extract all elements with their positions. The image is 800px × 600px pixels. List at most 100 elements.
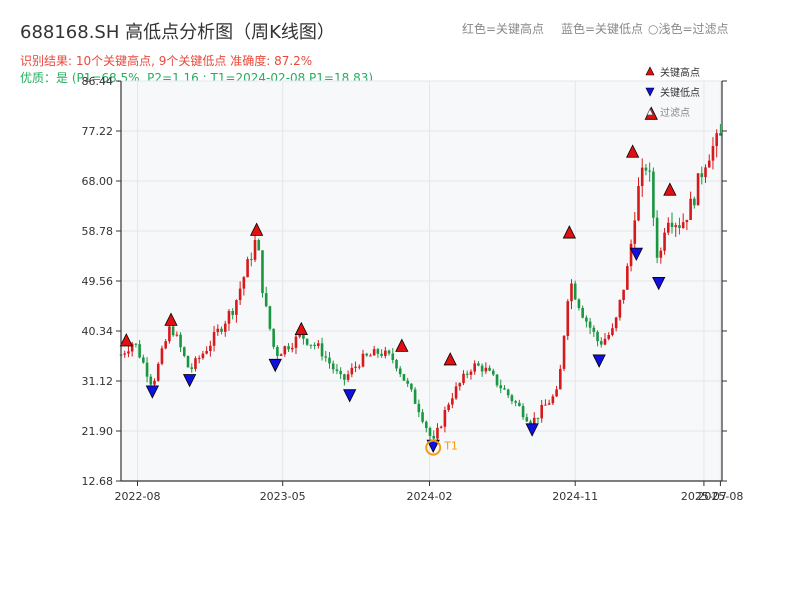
x-tick-label: 2024-11 [552, 490, 598, 503]
candle-body [276, 346, 279, 356]
candle-body [231, 310, 234, 315]
key-high-marker [663, 182, 677, 196]
candle-body [305, 338, 309, 345]
candle-body [384, 350, 387, 356]
candle-body [454, 386, 458, 399]
legend-filtered-label: 过滤点 [660, 106, 690, 119]
candle-body [212, 332, 216, 346]
candle-body [350, 367, 354, 375]
candle-body [618, 299, 622, 318]
key-high-marker [626, 144, 640, 158]
candle-body [257, 240, 261, 251]
candle-body [685, 219, 689, 223]
candle-body [346, 374, 350, 380]
candle-body [559, 368, 562, 390]
candle-body [294, 336, 298, 348]
candle-body [149, 376, 153, 385]
candle-body [652, 171, 655, 218]
candle-body [451, 398, 454, 405]
candle-body [566, 301, 570, 336]
candle-body [640, 167, 644, 186]
candle-body [223, 323, 227, 332]
y-tick-label: 31.12 [82, 375, 114, 388]
key-high-marker [562, 225, 577, 239]
candle-body [402, 374, 406, 381]
candle-body [492, 370, 495, 375]
candle-body [317, 343, 320, 346]
candle-body [644, 167, 648, 171]
candle-body [633, 220, 637, 244]
candle-body [261, 250, 264, 294]
candle-body [134, 343, 138, 345]
candle-body [242, 277, 246, 289]
candle-body [674, 225, 678, 228]
candle-body [182, 347, 186, 356]
candle-body [246, 259, 249, 278]
t1-ring [425, 439, 442, 456]
candle-body [272, 328, 275, 347]
candle-body [704, 167, 707, 178]
legend-high-label: 关键高点 [660, 66, 700, 79]
x-tick-label: 2025-07 [681, 490, 727, 503]
candle-body [670, 222, 674, 228]
candle-body [227, 310, 231, 324]
candle-body [357, 366, 361, 368]
candle-body [413, 389, 417, 404]
candle-body [268, 306, 272, 329]
candle-body [570, 283, 573, 302]
candle-body [510, 395, 514, 402]
y-tick-label: 68.00 [82, 175, 114, 188]
candle-body [681, 222, 685, 228]
candle-body [123, 353, 127, 355]
candle-body [160, 348, 164, 364]
candle-body [532, 417, 536, 425]
key-low-marker [629, 247, 644, 262]
candle-body [361, 353, 365, 367]
candle-body [324, 356, 328, 358]
candle-body [603, 338, 607, 345]
candle-body [596, 331, 599, 342]
candle-body [465, 373, 469, 375]
candle-body [622, 289, 625, 300]
candle-body [205, 351, 208, 354]
candle-body [506, 389, 510, 396]
y-tick-label: 77.22 [82, 125, 114, 138]
x-tick-label: 2023-05 [260, 490, 306, 503]
candle-body [145, 362, 149, 377]
candle-body [253, 240, 257, 260]
candle-body [369, 355, 372, 357]
candle-body [585, 317, 588, 322]
candle-body [436, 427, 439, 439]
candle-body [458, 383, 462, 387]
candle-body [480, 365, 484, 372]
legend-note-light-label: 浅色=过滤点 [658, 22, 729, 36]
candle-body [573, 283, 577, 300]
candle-body [637, 185, 640, 221]
y-tick-label: 49.56 [82, 275, 114, 288]
candle-body [290, 347, 294, 350]
y-tick-label: 58.78 [82, 225, 114, 238]
candles [119, 124, 722, 441]
result-line: 识别结果: 10个关键高点, 9个关键低点 准确度: 87.2% [20, 54, 313, 68]
x-tick-label: 2025-08 [697, 490, 743, 503]
key-high-marker [164, 312, 178, 326]
y-tick-label: 86.44 [82, 75, 114, 88]
candle-body [693, 198, 696, 206]
candle-body [544, 404, 547, 406]
candle-body [469, 371, 473, 375]
candle-body [518, 402, 521, 407]
candle-body [607, 335, 611, 339]
candle-body [186, 355, 190, 368]
candle-body [562, 335, 566, 369]
candle-body [689, 198, 692, 220]
legend-note-blue: 蓝色=关键低点 [561, 22, 644, 36]
candle-body [387, 350, 391, 354]
candle-body [209, 345, 212, 352]
candle-body [175, 334, 179, 336]
candle-body [235, 300, 238, 315]
candle-body [719, 133, 722, 136]
candle-body [707, 160, 711, 168]
candle-body [488, 367, 491, 371]
